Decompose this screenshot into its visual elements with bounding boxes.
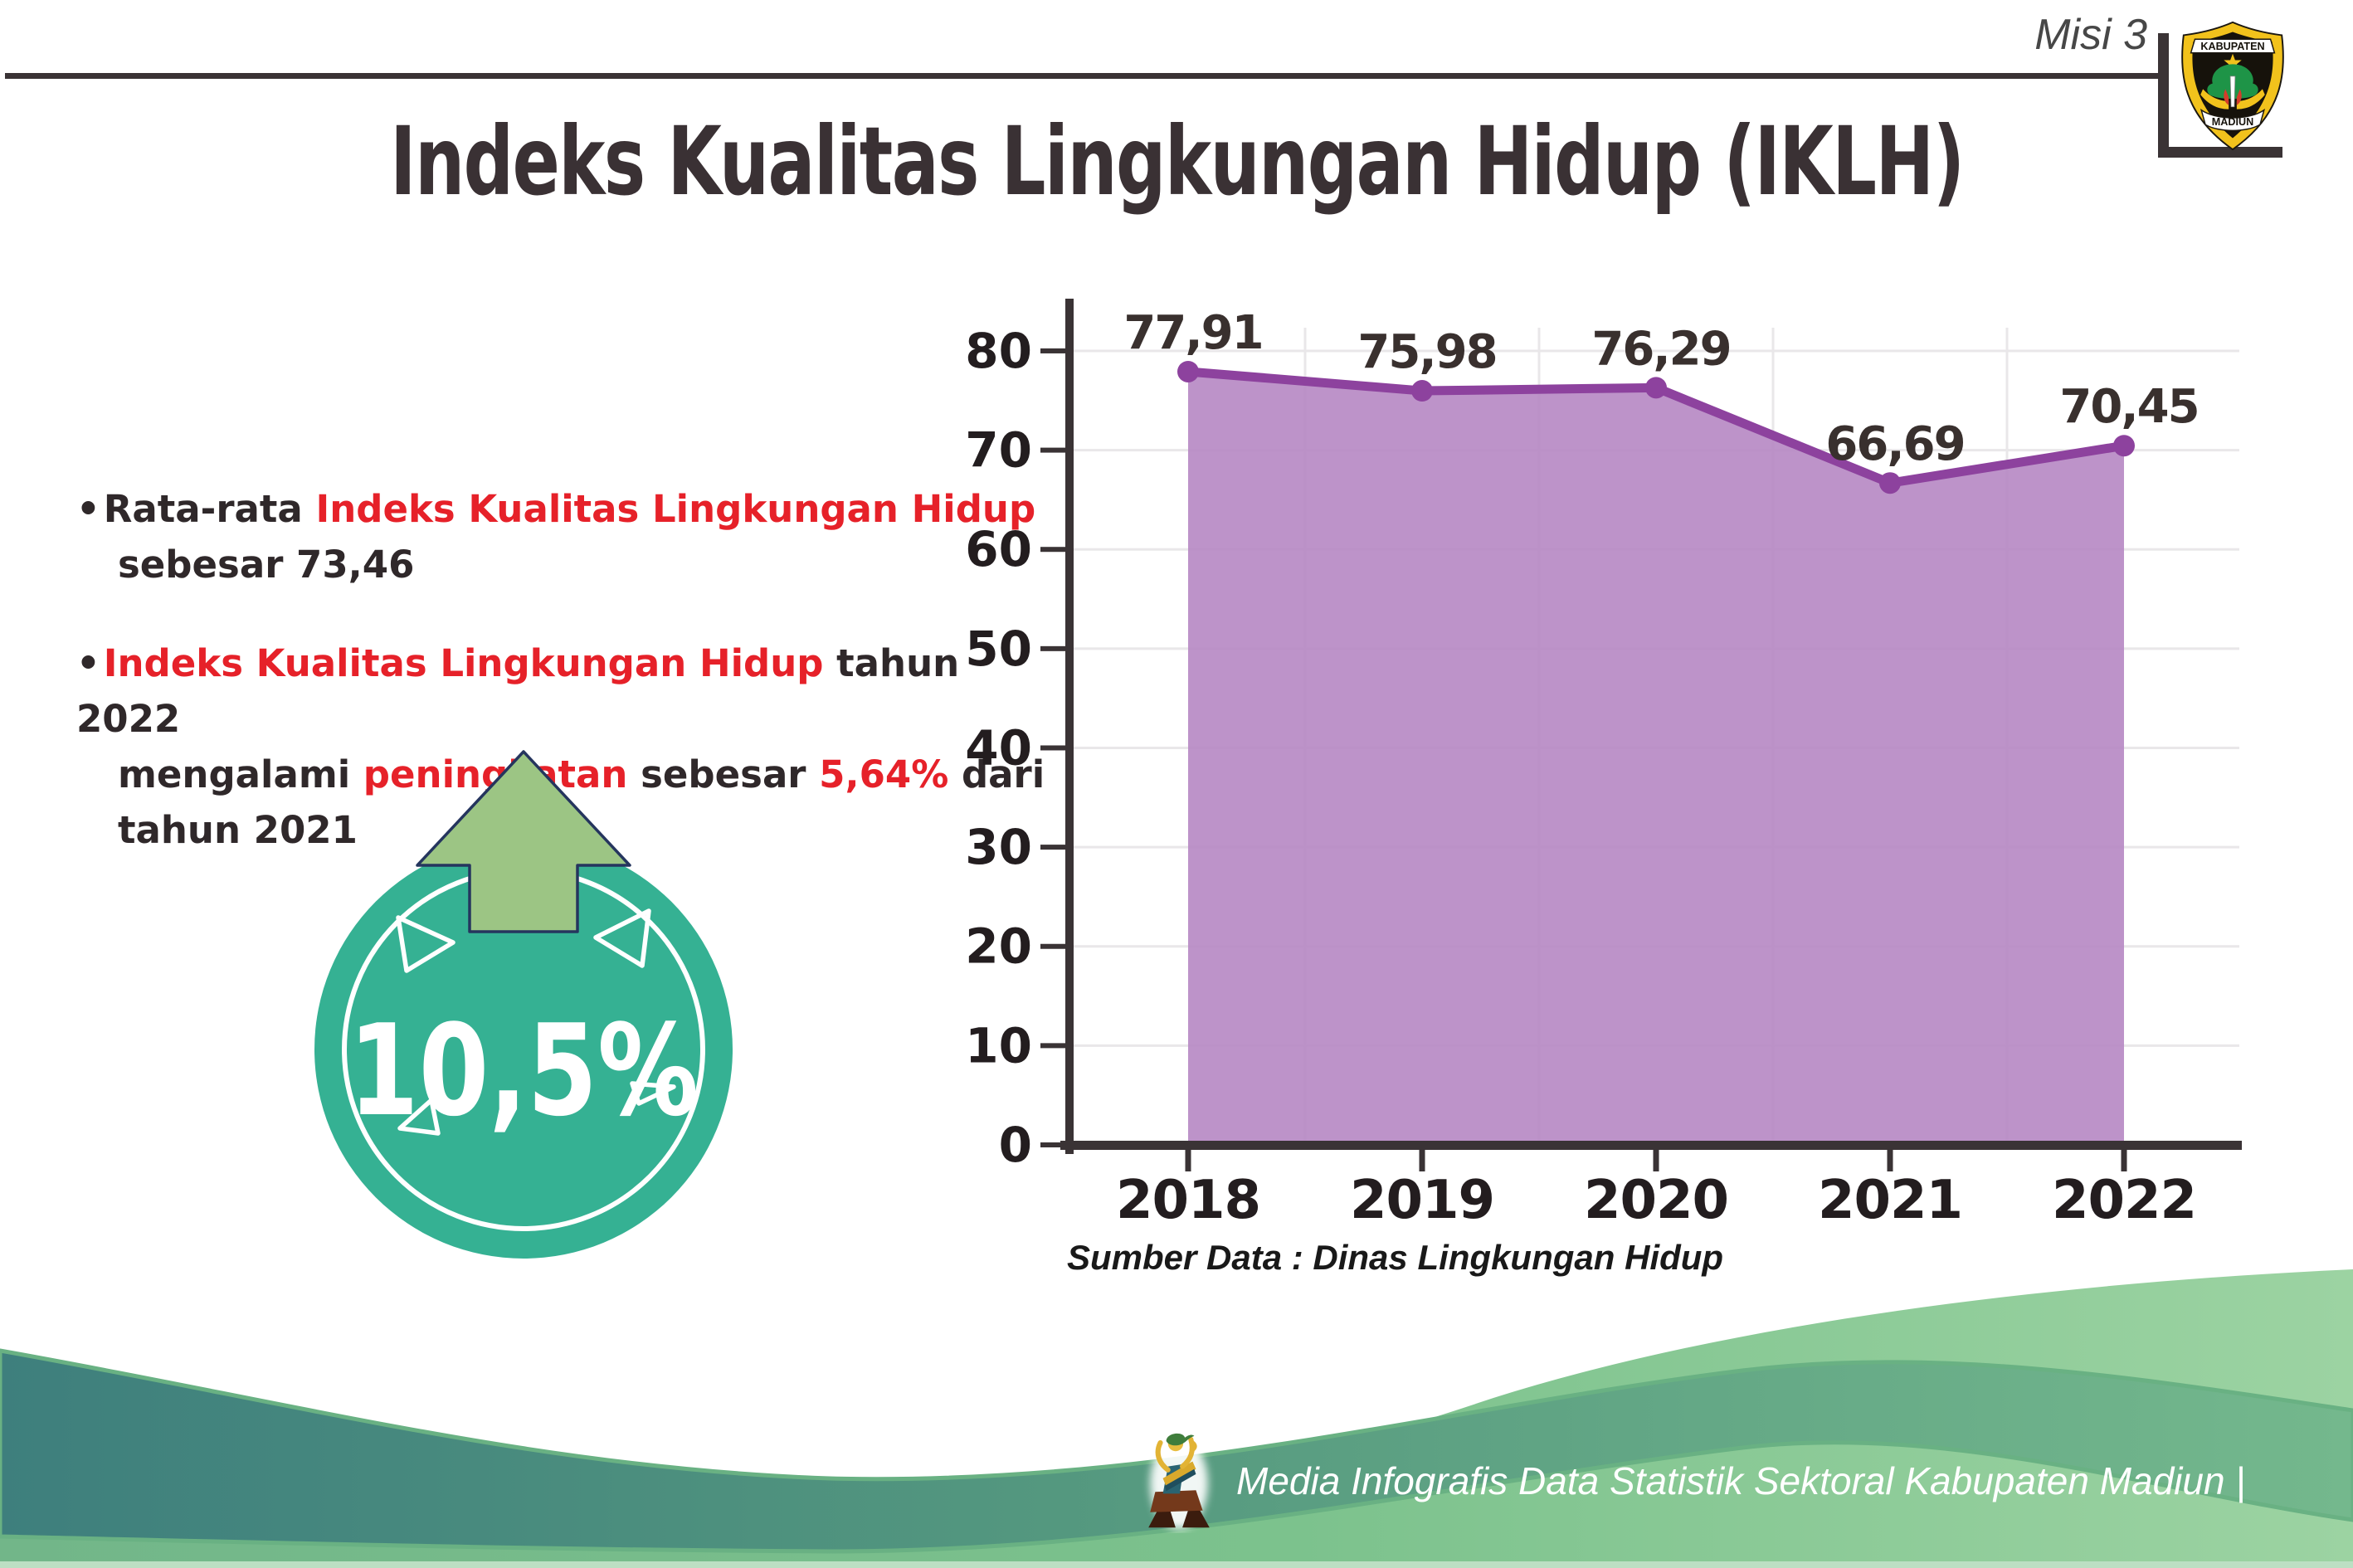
logo-bracket-horizontal [2158,147,2282,158]
bullet2-text: tahun 2022 [76,641,960,741]
x-axis-labels: 2018 2019 2020 2021 2022 [1116,1170,2197,1231]
bullet2-highlight: Indeks Kualitas Lingkungan Hidup [103,641,824,685]
svg-text:2019: 2019 [1350,1170,1494,1231]
up-arrow-icon [416,750,631,933]
kabupaten-madiun-crest-icon: KABUPATEN MADIUN [2181,21,2284,151]
bullet-increase: •Indeks Kualitas Lingkungan Hidup tahun … [76,635,1055,858]
footer-caption: Media Infografis Data Statistik Sektoral… [1236,1459,2246,1502]
svg-text:2018: 2018 [1116,1170,1260,1231]
svg-text:80: 80 [965,323,1032,379]
badge-circle [314,840,733,1259]
bullet1-text: Rata-rata [103,487,316,531]
svg-text:2020: 2020 [1584,1170,1728,1231]
data-point [1879,472,1901,494]
data-labels: 77,91 75,98 76,29 66,69 70,45 [1123,306,2200,471]
svg-text:70: 70 [965,422,1032,479]
svg-text:20: 20 [965,918,1032,975]
svg-text:2021: 2021 [1818,1170,1962,1231]
svg-text:40: 40 [965,719,1032,776]
footer-green-dome [0,1269,2353,1568]
bullet-glyph: • [76,641,100,685]
increase-badge: 10,5% [314,750,733,1259]
bullet-glyph: • [76,487,100,531]
bullet2-text3: sebesar [627,752,820,796]
svg-text:66,69: 66,69 [1825,417,1964,471]
logo-banner-bottom-text: MADIUN [2212,116,2253,128]
line-series [1177,360,2135,494]
svg-text:30: 30 [965,819,1032,875]
bullet2-year: tahun 2021 [118,808,358,852]
svg-text:10: 10 [965,1017,1032,1074]
logo-banner-top-text: KABUPATEN [2200,41,2264,52]
svg-text:70,45: 70,45 [2059,380,2198,434]
svg-text:76,29: 76,29 [1591,322,1730,376]
svg-text:0: 0 [999,1117,1032,1173]
svg-text:50: 50 [965,621,1032,677]
summary-bullets: •Rata-rata Indeks Kualitas Lingkungan Hi… [76,481,1055,858]
source-note: Sumber Data : Dinas Lingkungan Hidup [1067,1238,1724,1277]
footer-bottom-strip [0,1561,2353,1568]
badge-deco-triangles [396,908,676,1136]
svg-text:77,91: 77,91 [1123,306,1262,360]
data-point [1411,380,1433,402]
svg-text:2022: 2022 [2052,1170,2196,1231]
badge-value: 10,5% [348,998,699,1145]
header-rule [5,73,2161,79]
svg-text:75,98: 75,98 [1357,325,1496,379]
data-point [2113,435,2135,457]
bullet-average: •Rata-rata Indeks Kualitas Lingkungan Hi… [76,481,1055,592]
footer-wave [0,1269,2353,1568]
page-title: Indeks Kualitas Lingkungan Hidup (IKLH) [389,106,1965,217]
data-point [1645,377,1667,399]
axes [1040,299,2242,1171]
logo-bracket-vertical [2158,33,2169,158]
mascot-icon [1148,1433,1210,1530]
svg-text:60: 60 [965,521,1032,577]
bullet1-value: sebesar 73,46 [118,543,415,587]
bullet2-percent: 5,64% [819,752,949,796]
area-series [1188,371,2124,1146]
misi-label: Misi 3 [2034,11,2147,59]
iklh-area-chart: 0 10 20 30 40 50 60 70 80 2018 2019 2020 2021 2022 77,… [965,299,2242,1231]
bullet2-text4: dari [948,752,1045,796]
bullet1-highlight: Indeks Kualitas Lingkungan Hidup [315,487,1036,531]
footer-teal-band [0,1348,2353,1554]
bullet2-text2: mengalami [118,752,363,796]
data-point [1177,360,1199,382]
y-axis-labels: 0 10 20 30 40 50 60 70 80 [965,323,1032,1173]
